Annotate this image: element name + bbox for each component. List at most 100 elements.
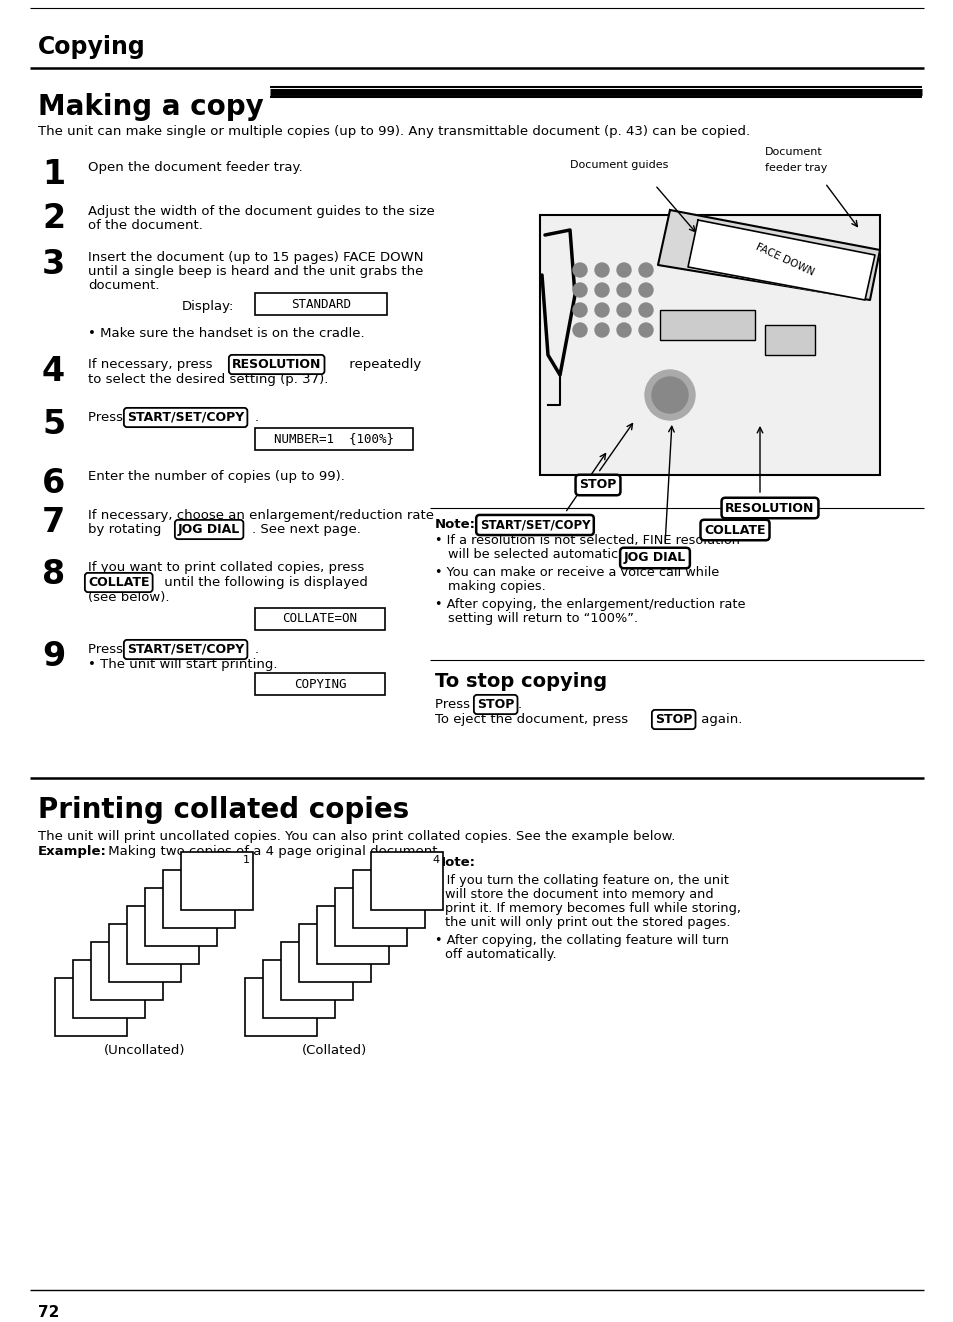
Text: STANDARD: STANDARD: [291, 297, 351, 311]
Text: 3: 3: [343, 945, 350, 954]
Text: .: .: [254, 411, 259, 424]
Circle shape: [573, 323, 586, 337]
Bar: [254, 608, 385, 631]
Text: Note:: Note:: [435, 857, 476, 869]
Circle shape: [617, 323, 630, 337]
Text: 4: 4: [117, 981, 124, 992]
Text: COPYING: COPYING: [294, 677, 346, 690]
Bar: [298, 924, 371, 982]
Circle shape: [595, 323, 608, 337]
Bar: [55, 978, 127, 1036]
Text: Adjust the width of the document guides to the size: Adjust the width of the document guides …: [88, 205, 435, 218]
Polygon shape: [687, 219, 874, 300]
Bar: [353, 870, 424, 928]
Text: . See next page.: . See next page.: [252, 524, 360, 535]
Text: Display:: Display:: [182, 300, 234, 313]
Text: Making two copies of a 4 page original document: Making two copies of a 4 page original d…: [104, 845, 437, 858]
Bar: [145, 888, 216, 947]
Circle shape: [651, 377, 687, 412]
Text: (Collated): (Collated): [302, 1044, 367, 1058]
Text: the unit will only print out the stored pages.: the unit will only print out the stored …: [444, 916, 730, 929]
Text: Example:: Example:: [38, 845, 107, 858]
Text: feeder tray: feeder tray: [764, 163, 826, 173]
Text: JOG DIAL: JOG DIAL: [623, 551, 685, 564]
Text: The unit will print uncollated copies. You can also print collated copies. See t: The unit will print uncollated copies. Y…: [38, 830, 675, 843]
Text: Press: Press: [88, 411, 127, 424]
Text: 1: 1: [42, 159, 65, 190]
Text: repeatedly: repeatedly: [345, 358, 421, 371]
Text: COLLATE=ON: COLLATE=ON: [282, 612, 357, 625]
Circle shape: [644, 370, 695, 420]
Text: 1: 1: [378, 910, 386, 919]
Text: Open the document feeder tray.: Open the document feeder tray.: [88, 161, 302, 175]
Circle shape: [595, 303, 608, 317]
Text: • After copying, the enlargement/reduction rate: • After copying, the enlargement/reducti…: [435, 598, 744, 611]
Text: To eject the document, press: To eject the document, press: [435, 713, 632, 726]
Text: NUMBER=1  {100%}: NUMBER=1 {100%}: [274, 432, 394, 446]
Text: Insert the document (up to 15 pages) FACE DOWN: Insert the document (up to 15 pages) FAC…: [88, 251, 423, 264]
Bar: [73, 960, 145, 1018]
Circle shape: [573, 263, 586, 278]
Text: 3: 3: [42, 249, 65, 282]
Text: until the following is displayed: until the following is displayed: [160, 576, 368, 590]
Text: 8: 8: [42, 558, 65, 591]
Text: 2: 2: [325, 962, 332, 973]
Text: to select the desired setting (p. 37).: to select the desired setting (p. 37).: [88, 373, 328, 386]
Text: (Uncollated): (Uncollated): [104, 1044, 186, 1058]
Bar: [181, 851, 253, 910]
Text: 3: 3: [415, 873, 421, 883]
Text: RESOLUTION: RESOLUTION: [232, 358, 321, 371]
Text: To stop copying: To stop copying: [435, 672, 606, 691]
Bar: [127, 906, 199, 964]
Text: 3: 3: [171, 927, 178, 937]
Text: 4: 4: [433, 855, 439, 865]
Text: setting will return to “100%”.: setting will return to “100%”.: [448, 612, 638, 625]
Text: COLLATE: COLLATE: [88, 576, 150, 590]
Circle shape: [617, 263, 630, 278]
Text: making copies.: making copies.: [448, 580, 545, 594]
Text: • The unit will start printing.: • The unit will start printing.: [88, 658, 277, 672]
Bar: [281, 943, 353, 999]
Text: off automatically.: off automatically.: [444, 948, 556, 961]
Text: (see below).: (see below).: [88, 591, 170, 604]
Bar: [254, 428, 413, 449]
Bar: [371, 851, 442, 910]
Text: START/SET/COPY: START/SET/COPY: [127, 411, 244, 424]
Bar: [316, 906, 389, 964]
Text: • If a resolution is not selected, FINE resolution: • If a resolution is not selected, FINE …: [435, 534, 740, 547]
Text: 2: 2: [189, 910, 195, 919]
Text: 5: 5: [42, 408, 65, 442]
Circle shape: [639, 303, 652, 317]
Text: 6: 6: [42, 467, 65, 500]
Text: print it. If memory becomes full while storing,: print it. If memory becomes full while s…: [444, 902, 740, 915]
Circle shape: [595, 263, 608, 278]
Text: RESOLUTION: RESOLUTION: [724, 501, 814, 514]
Text: • If you turn the collating feature on, the unit: • If you turn the collating feature on, …: [435, 874, 728, 887]
Text: 1: 1: [243, 855, 250, 865]
Bar: [245, 978, 316, 1036]
Text: of the document.: of the document.: [88, 219, 203, 231]
Bar: [263, 960, 335, 1018]
Text: JOG DIAL: JOG DIAL: [178, 524, 240, 535]
Bar: [254, 673, 385, 695]
Text: The unit can make single or multiple copies (up to 99). Any transmittable docume: The unit can make single or multiple cop…: [38, 126, 749, 137]
Bar: [764, 325, 814, 356]
Bar: [109, 924, 181, 982]
Text: If necessary, press: If necessary, press: [88, 358, 216, 371]
Polygon shape: [658, 210, 879, 300]
Text: 9: 9: [42, 640, 65, 673]
Text: 3: 3: [152, 945, 160, 954]
Text: START/SET/COPY: START/SET/COPY: [127, 642, 244, 656]
Text: COLLATE: COLLATE: [703, 524, 765, 537]
Text: 1: 1: [225, 873, 232, 883]
Text: • After copying, the collating feature will turn: • After copying, the collating feature w…: [435, 935, 728, 947]
Text: will be selected automatically.: will be selected automatically.: [448, 549, 642, 561]
Circle shape: [573, 303, 586, 317]
Bar: [335, 888, 407, 947]
Text: 72: 72: [38, 1305, 59, 1319]
Circle shape: [639, 263, 652, 278]
Text: 4: 4: [360, 927, 368, 937]
Circle shape: [573, 283, 586, 297]
Text: STOP: STOP: [655, 713, 692, 726]
Text: • Make sure the handset is on the cradle.: • Make sure the handset is on the cradle…: [88, 327, 364, 340]
